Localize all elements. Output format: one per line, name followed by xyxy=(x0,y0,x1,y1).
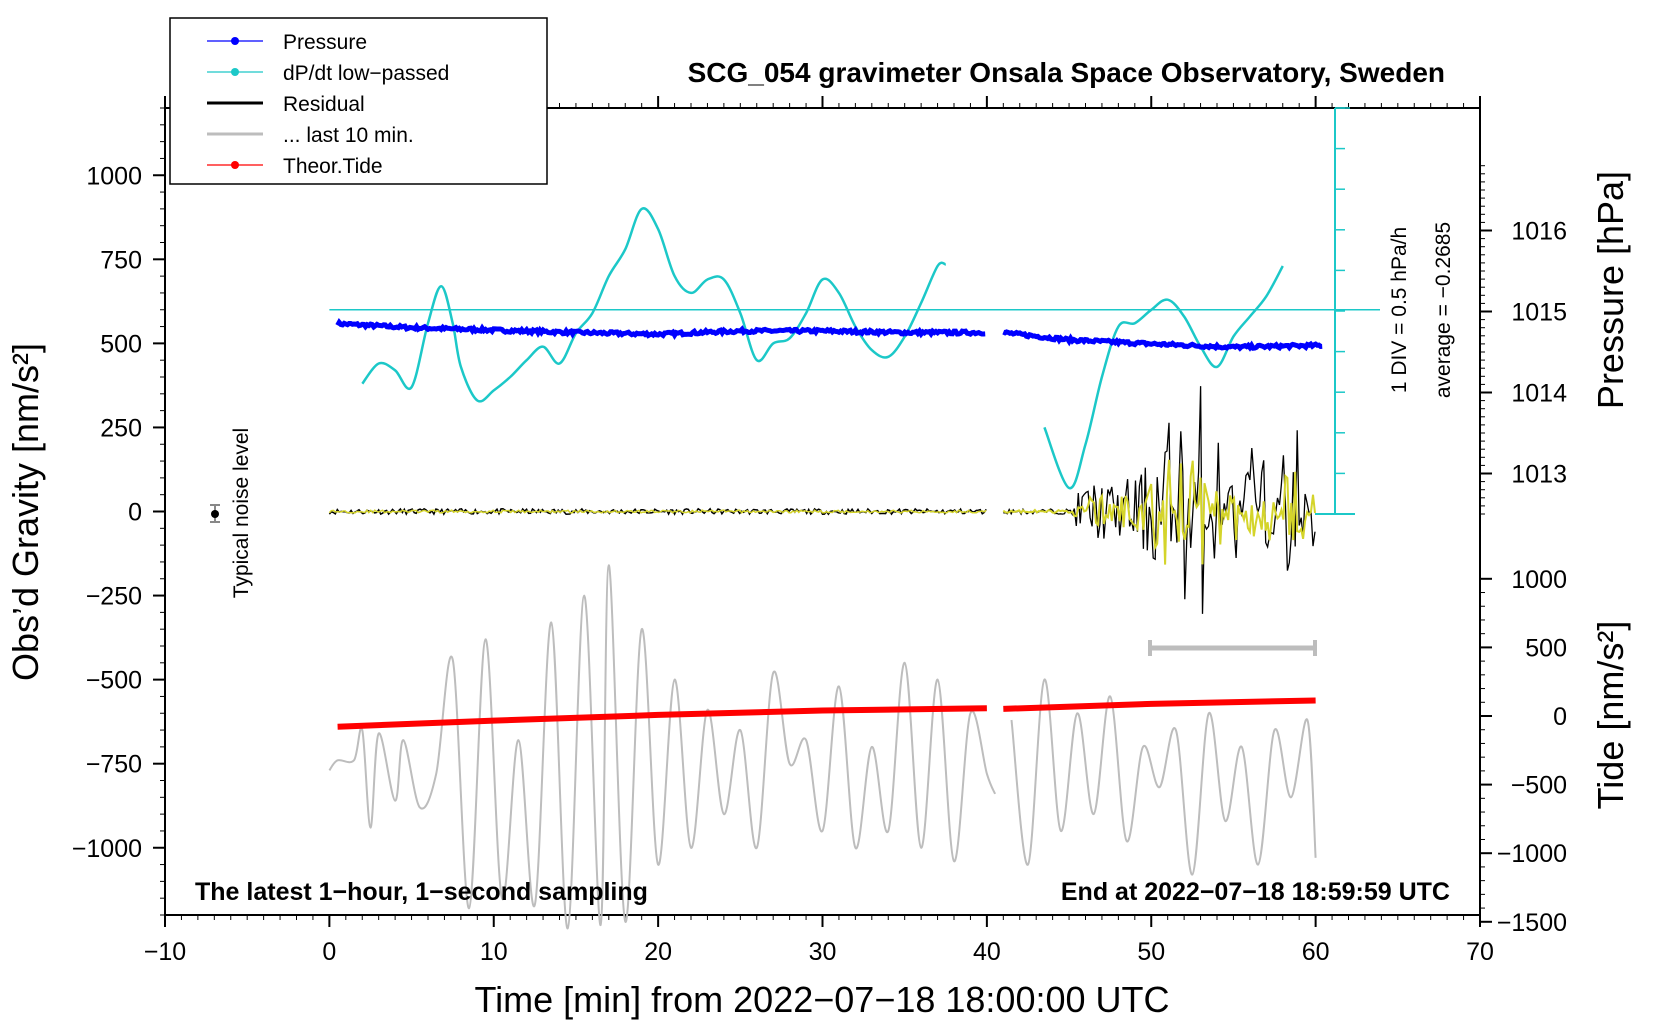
y-tick-label: 250 xyxy=(100,414,142,442)
last-10-min-range-bar xyxy=(1148,640,1317,656)
y-tick-label: 500 xyxy=(100,330,142,358)
y-tick-label: −250 xyxy=(86,583,142,611)
pressure-tick-label: 1015 xyxy=(1511,299,1567,327)
series-dpdt xyxy=(361,207,947,403)
legend-label: ... last 10 min. xyxy=(283,124,414,147)
x-tick-label: 30 xyxy=(809,938,837,966)
tide-tick-label: 0 xyxy=(1553,703,1567,731)
series-pressure-segment-2 xyxy=(1002,329,1323,352)
legend-marker xyxy=(231,68,239,76)
tide-tick-label: 1000 xyxy=(1511,566,1567,594)
series-residual-segment-2 xyxy=(1003,386,1316,614)
x-axis-title: Time [min] from 2022−07−18 18:00:00 UTC xyxy=(474,979,1169,1020)
tide-tick-label: 500 xyxy=(1525,634,1567,662)
y-tick-label: −1000 xyxy=(72,835,142,863)
x-tick-label: 0 xyxy=(322,938,336,966)
series-theor-tide xyxy=(337,705,987,730)
legend-marker xyxy=(231,161,239,169)
x-tick-label: 40 xyxy=(973,938,1001,966)
axis-ticks: −10 0 10 20 30 40 50 60 70 1000 750 500 250 0 −250 −500… xyxy=(72,96,1567,966)
y-tick-label: −500 xyxy=(86,667,142,695)
series-last-10-min xyxy=(328,564,997,930)
pressure-scale-bar xyxy=(1315,107,1355,515)
legend-label: Pressure xyxy=(283,31,367,54)
tide-tick-label: −1000 xyxy=(1497,840,1567,868)
series-residual-filtered xyxy=(328,509,987,514)
x-tick-label: 20 xyxy=(644,938,672,966)
legend: Pressure dP/dt low−passed Residual ... last… xyxy=(169,17,548,185)
y-axis-title-tide: Tide [nm/s²] xyxy=(1590,621,1631,810)
y-tick-label: 750 xyxy=(100,246,142,274)
noise-level-label: Typical noise level xyxy=(230,428,253,598)
sampling-annotation: The latest 1−hour, 1−second sampling xyxy=(195,878,648,906)
noise-level-marker xyxy=(210,504,220,523)
x-tick-label: −10 xyxy=(144,938,186,966)
series-pressure xyxy=(335,317,986,340)
y-axis-title-pressure: Pressure [hPa] xyxy=(1590,171,1631,409)
y-tick-label: 1000 xyxy=(86,162,142,190)
y-axis-title-left: Obs’d Gravity [nm/s²] xyxy=(5,343,46,681)
chart-title: SCG_054 gravimeter Onsala Space Observat… xyxy=(688,57,1445,88)
pressure-tick-label: 1014 xyxy=(1511,380,1567,408)
series-theor-tide-segment-2 xyxy=(1003,697,1316,712)
series-last-10-min-segment-2 xyxy=(1010,678,1317,876)
legend-label: Theor.Tide xyxy=(283,155,383,178)
div-label: 1 DIV = 0.5 hPa/h xyxy=(1388,227,1411,393)
legend-marker xyxy=(231,37,239,45)
pressure-tick-label: 1013 xyxy=(1511,461,1567,489)
legend-label: Residual xyxy=(283,93,365,116)
legend-label: dP/dt low−passed xyxy=(283,62,449,85)
x-tick-label: 50 xyxy=(1137,938,1165,966)
y-tick-label: −750 xyxy=(86,751,142,779)
series-dpdt-segment-2 xyxy=(1043,265,1284,490)
series-residual-filtered-segment-2 xyxy=(1002,459,1316,565)
average-label: average = −0.2685 xyxy=(1432,222,1455,398)
pressure-tick-label: 1016 xyxy=(1511,218,1567,246)
tide-tick-label: −500 xyxy=(1511,772,1567,800)
tide-tick-label: −1500 xyxy=(1497,909,1567,937)
end-time-annotation: End at 2022−07−18 18:59:59 UTC xyxy=(1061,878,1450,906)
x-tick-label: 60 xyxy=(1302,938,1330,966)
series-layer xyxy=(328,207,1380,930)
y-tick-label: 0 xyxy=(128,499,142,527)
x-tick-label: 70 xyxy=(1466,938,1494,966)
x-tick-label: 10 xyxy=(480,938,508,966)
